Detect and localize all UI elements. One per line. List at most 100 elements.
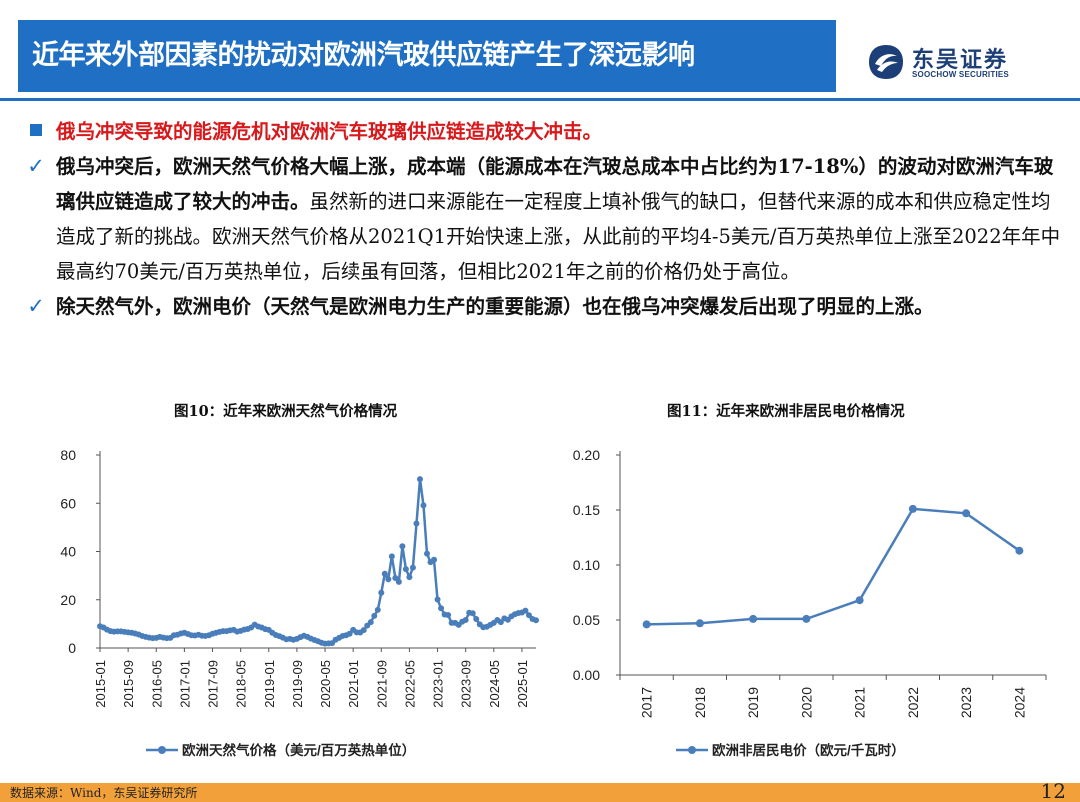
x-tick-label: 2019-01 <box>262 660 277 708</box>
headline-text: 俄乌冲突导致的能源危机对欧洲汽车玻璃供应链造成较大冲击。 <box>56 120 603 143</box>
company-logo: 东吴证券 SOOCHOW SECURITIES <box>866 40 1066 86</box>
x-tick-label: 2023-09 <box>459 660 474 708</box>
data-point <box>497 619 504 626</box>
y-tick-label: 40 <box>60 544 76 560</box>
x-tick-label: 2024-05 <box>487 660 502 708</box>
gas-price-chart: 0 20 40 60 80 2015-01 2015-09 2016-05 2017-01 201… <box>40 430 560 775</box>
data-source: 数据来源：Wind，东吴证券研究所 <box>10 786 198 800</box>
data-point <box>695 619 704 628</box>
data-point <box>431 556 438 563</box>
y-tick-label: 0.20 <box>573 447 600 463</box>
data-point <box>395 578 402 585</box>
electricity-price-chart: 0.00 0.05 0.10 0.15 0.20 2017 2018 2019 2020 2021… <box>550 430 1070 775</box>
legend-label: 欧洲天然气价格（美元/百万英热单位） <box>182 742 415 758</box>
data-point <box>533 617 539 624</box>
x-tick-label: 2022-05 <box>402 660 417 708</box>
data-point <box>438 605 445 612</box>
data-point <box>378 589 385 596</box>
x-tick-label: 2023-01 <box>431 660 446 708</box>
data-point <box>434 596 441 603</box>
y-tick-label: 20 <box>60 592 76 608</box>
data-point <box>469 610 476 617</box>
data-point <box>473 616 480 623</box>
data-point <box>420 502 427 509</box>
square-bullet-icon <box>22 114 50 149</box>
bullet-headline: 俄乌冲突导致的能源危机对欧洲汽车玻璃供应链造成较大冲击。 <box>22 114 1062 149</box>
legend-label: 欧洲非居民电价（欧元/千瓦时） <box>712 742 905 758</box>
x-tick-label: 2018-05 <box>234 660 249 708</box>
data-point <box>424 550 430 557</box>
data-point <box>367 619 374 626</box>
bullet-electricity-price: ✓ 除天然气外，欧洲电价（天然气是欧洲电力生产的重要能源）也在俄乌冲突爆发后出现… <box>22 289 1062 324</box>
data-point <box>346 630 353 637</box>
y-tick-label: 80 <box>60 447 76 463</box>
data-point <box>385 576 392 583</box>
data-point <box>525 612 532 619</box>
x-tick-label: 2024 <box>1011 687 1027 718</box>
x-tick-label: 2023 <box>958 687 974 718</box>
x-tick-label: 2017-09 <box>206 660 221 708</box>
data-point <box>642 620 651 629</box>
data-point <box>445 611 452 618</box>
y-tick-label: 0.05 <box>573 612 600 628</box>
x-tick-label: 2025-01 <box>515 660 530 708</box>
gas-price-bold-text: 俄乌冲突后，欧洲天然气价格大幅上涨，成本端（能源成本在汽玻总成本中占比约为17-… <box>56 155 1054 213</box>
data-point <box>360 627 367 634</box>
data-point <box>855 596 864 605</box>
y-tick-label: 0.10 <box>573 557 600 573</box>
x-tick-label: 2015-09 <box>121 660 136 708</box>
x-tick-label: 2022 <box>905 687 921 718</box>
data-point <box>908 504 917 513</box>
gas-price-chart-svg: 0 20 40 60 80 2015-01 2015-09 2016-05 2017-01 201… <box>60 447 539 758</box>
series-line-gas-price <box>99 478 537 645</box>
x-tick-label: 2020-05 <box>318 660 333 708</box>
y-tick-label: 0 <box>68 640 76 656</box>
data-point <box>413 520 420 527</box>
data-point <box>409 564 416 571</box>
y-tick-label: 60 <box>60 495 76 511</box>
data-point <box>416 476 423 483</box>
legend-marker <box>688 746 696 754</box>
logo-company-name-en: SOOCHOW SECURITIES <box>912 70 1009 79</box>
x-tick-label: 2019-09 <box>290 660 305 708</box>
x-tick-label: 2021-01 <box>346 660 361 708</box>
soochow-logo-icon <box>869 45 903 79</box>
x-tick-label: 2017-01 <box>177 660 192 708</box>
figure-10-title: 图10：近年来欧洲天然气价格情况 <box>174 403 398 420</box>
data-point <box>371 612 378 619</box>
x-tick-label: 2016-05 <box>149 660 164 708</box>
bullet-list: 俄乌冲突导致的能源危机对欧洲汽车玻璃供应链造成较大冲击。 ✓ 俄乌冲突后，欧洲天… <box>22 114 1062 324</box>
page-title: 近年来外部因素的扰动对欧洲汽玻供应链产生了深远影响 <box>18 20 836 92</box>
x-tick-label: 2021 <box>852 687 868 718</box>
series-line-electricity-price <box>646 507 1021 626</box>
data-point <box>399 543 406 550</box>
gas-price-body-text: 虽然新的进口来源能在一定程度上填补俄气的缺口，但替代来源的成本和供应稳定性均造成… <box>56 190 1061 283</box>
x-tick-label: 2019 <box>745 687 761 718</box>
data-point <box>962 509 971 518</box>
legend-marker <box>158 746 166 754</box>
page-number: 12 <box>1040 779 1066 802</box>
title-divider <box>0 98 1080 101</box>
data-point <box>749 614 758 623</box>
x-tick-label: 2018 <box>692 687 708 718</box>
x-tick-label: 2015-01 <box>93 660 108 708</box>
electricity-bold-text: 除天然气外，欧洲电价（天然气是欧洲电力生产的重要能源）也在俄乌冲突爆发后出现了明… <box>56 295 934 318</box>
x-tick-label: 2020 <box>798 687 814 718</box>
bullet-gas-price: ✓ 俄乌冲突后，欧洲天然气价格大幅上涨，成本端（能源成本在汽玻总成本中占比约为1… <box>22 149 1062 289</box>
electricity-price-chart-svg: 0.00 0.05 0.10 0.15 0.20 2017 2018 2019 2020 2021… <box>573 447 1047 758</box>
figure-11-title: 图11：近年来欧洲非居民电价格情况 <box>667 403 905 420</box>
data-point <box>392 575 399 582</box>
y-tick-label: 0.00 <box>573 667 600 683</box>
data-point <box>802 614 811 623</box>
data-point <box>462 617 469 624</box>
data-point <box>402 566 409 573</box>
data-point <box>381 570 388 577</box>
data-point <box>388 553 395 560</box>
data-point <box>406 574 413 581</box>
logo-company-name: 东吴证券 <box>912 48 1009 73</box>
footer-bar: 数据来源：Wind，东吴证券研究所 12 <box>0 779 1080 802</box>
data-point <box>1015 546 1024 555</box>
check-icon: ✓ <box>27 294 45 318</box>
x-tick-label: 2021-09 <box>374 660 389 708</box>
data-point <box>522 607 529 614</box>
